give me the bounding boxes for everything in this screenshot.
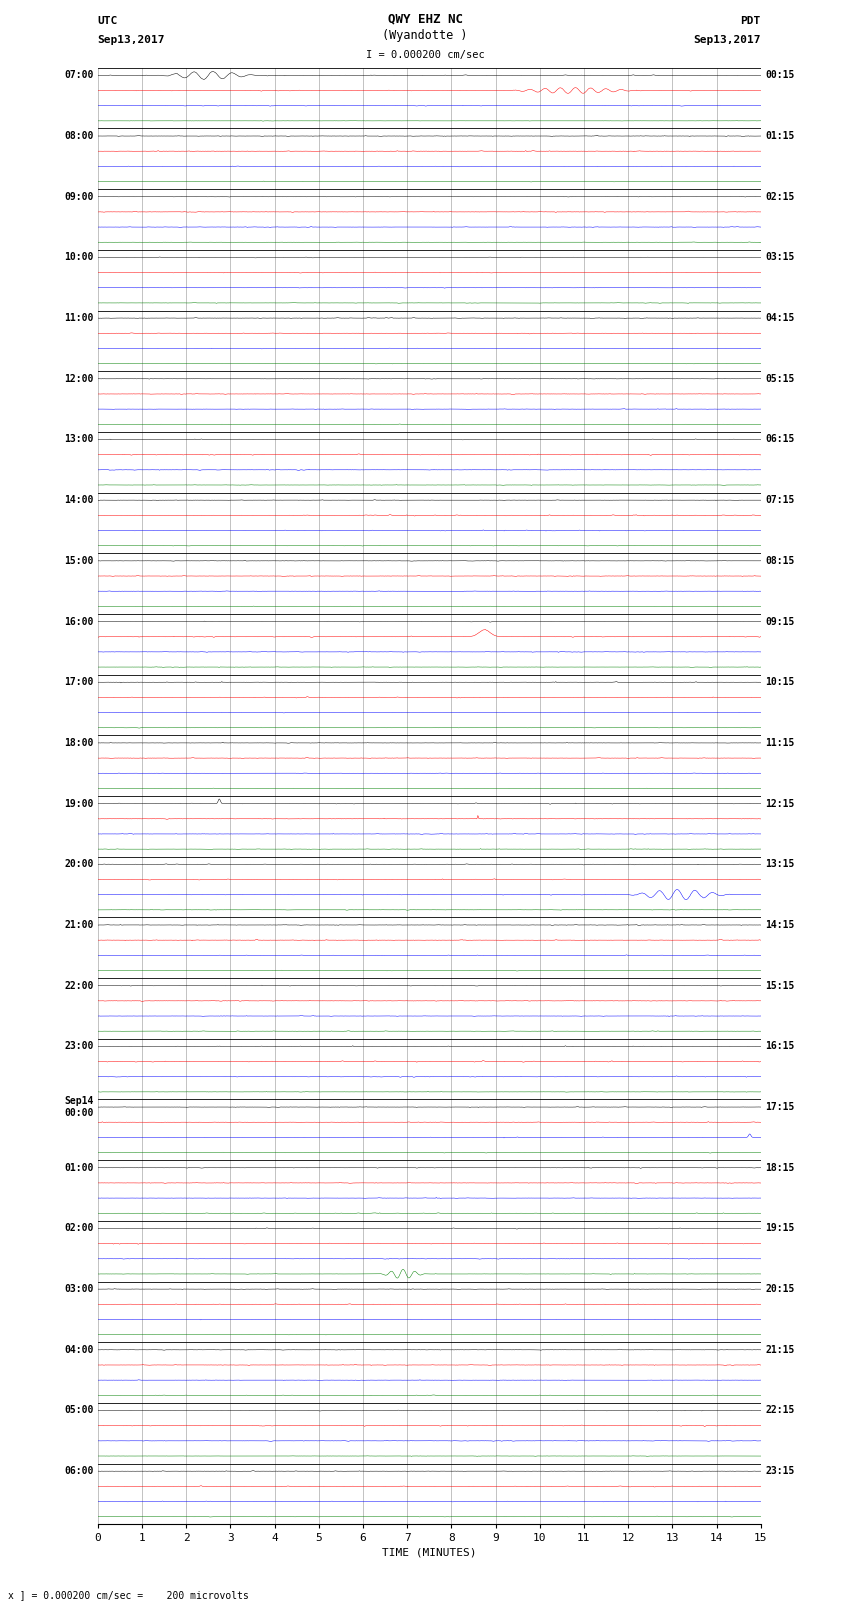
Text: 17:15: 17:15 [765, 1102, 795, 1111]
Text: 02:00: 02:00 [64, 1223, 94, 1234]
Text: 12:15: 12:15 [765, 798, 795, 808]
Text: 10:15: 10:15 [765, 677, 795, 687]
Text: 18:15: 18:15 [765, 1163, 795, 1173]
Text: Sep14
00:00: Sep14 00:00 [64, 1097, 94, 1118]
Text: 17:00: 17:00 [64, 677, 94, 687]
Text: 06:00: 06:00 [64, 1466, 94, 1476]
Text: 14:15: 14:15 [765, 919, 795, 931]
Text: 20:15: 20:15 [765, 1284, 795, 1294]
Text: x ] = 0.000200 cm/sec =    200 microvolts: x ] = 0.000200 cm/sec = 200 microvolts [8, 1590, 249, 1600]
Text: 03:00: 03:00 [64, 1284, 94, 1294]
Text: 06:15: 06:15 [765, 434, 795, 445]
Text: 23:00: 23:00 [64, 1042, 94, 1052]
Text: 21:15: 21:15 [765, 1345, 795, 1355]
Text: 18:00: 18:00 [64, 737, 94, 748]
Text: 09:15: 09:15 [765, 616, 795, 626]
Text: I = 0.000200 cm/sec: I = 0.000200 cm/sec [366, 50, 484, 60]
Text: 05:00: 05:00 [64, 1405, 94, 1416]
Text: 09:00: 09:00 [64, 192, 94, 202]
Text: 02:15: 02:15 [765, 192, 795, 202]
Text: 04:15: 04:15 [765, 313, 795, 323]
Text: 07:15: 07:15 [765, 495, 795, 505]
Text: UTC: UTC [98, 16, 118, 26]
Text: 01:00: 01:00 [64, 1163, 94, 1173]
Text: 15:00: 15:00 [64, 556, 94, 566]
Text: 01:15: 01:15 [765, 131, 795, 140]
Text: 11:00: 11:00 [64, 313, 94, 323]
Text: 11:15: 11:15 [765, 737, 795, 748]
Text: 20:00: 20:00 [64, 860, 94, 869]
Text: 12:00: 12:00 [64, 374, 94, 384]
X-axis label: TIME (MINUTES): TIME (MINUTES) [382, 1547, 477, 1558]
Text: 04:00: 04:00 [64, 1345, 94, 1355]
Text: 22:15: 22:15 [765, 1405, 795, 1416]
Text: (Wyandotte ): (Wyandotte ) [382, 29, 468, 42]
Text: 08:00: 08:00 [64, 131, 94, 140]
Text: QWY EHZ NC: QWY EHZ NC [388, 13, 462, 26]
Text: 23:15: 23:15 [765, 1466, 795, 1476]
Text: 19:15: 19:15 [765, 1223, 795, 1234]
Text: 13:15: 13:15 [765, 860, 795, 869]
Text: 22:00: 22:00 [64, 981, 94, 990]
Text: 10:00: 10:00 [64, 252, 94, 263]
Text: 03:15: 03:15 [765, 252, 795, 263]
Text: PDT: PDT [740, 16, 761, 26]
Text: 00:15: 00:15 [765, 71, 795, 81]
Text: 05:15: 05:15 [765, 374, 795, 384]
Text: 19:00: 19:00 [64, 798, 94, 808]
Text: 16:15: 16:15 [765, 1042, 795, 1052]
Text: 13:00: 13:00 [64, 434, 94, 445]
Text: 14:00: 14:00 [64, 495, 94, 505]
Text: Sep13,2017: Sep13,2017 [98, 35, 165, 45]
Text: 16:00: 16:00 [64, 616, 94, 626]
Text: 15:15: 15:15 [765, 981, 795, 990]
Text: Sep13,2017: Sep13,2017 [694, 35, 761, 45]
Text: 21:00: 21:00 [64, 919, 94, 931]
Text: 07:00: 07:00 [64, 71, 94, 81]
Text: 08:15: 08:15 [765, 556, 795, 566]
